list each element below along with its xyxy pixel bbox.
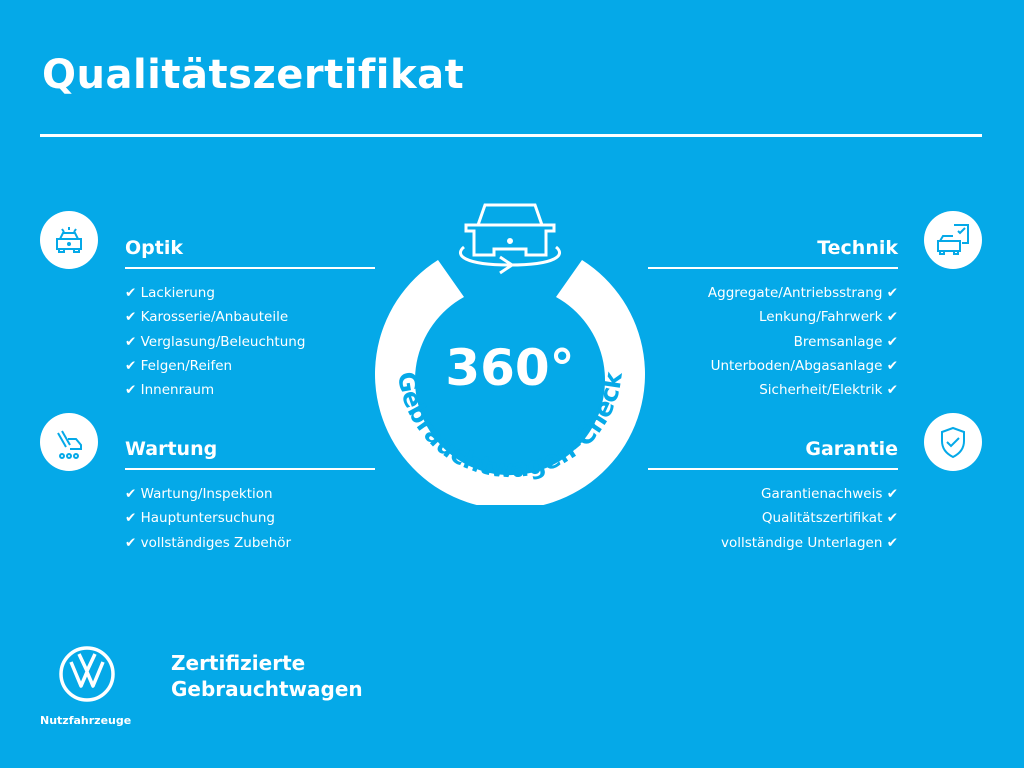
section-technik: Technik Aggregate/Antriebsstrang ✔ Lenkun… bbox=[648, 237, 898, 406]
item-label: Innenraum bbox=[140, 382, 215, 399]
item-label: Wartung/Inspektion bbox=[140, 486, 273, 502]
divider bbox=[125, 468, 375, 470]
section-title: Garantie bbox=[805, 438, 898, 460]
divider bbox=[648, 468, 898, 470]
item-label: Verglasung/Beleuchtung bbox=[140, 333, 306, 350]
checklist-item: Lenkung/Fahrwerk ✔ bbox=[648, 309, 898, 333]
car-lights-icon bbox=[40, 211, 98, 269]
check-icon: ✔ bbox=[125, 333, 137, 350]
car-service-icon bbox=[40, 413, 98, 471]
item-label: Garantienachweis bbox=[760, 486, 883, 502]
section-title: Optik bbox=[125, 237, 183, 259]
check-icon: ✔ bbox=[125, 285, 137, 301]
checklist-item: ✔ vollständiges Zubehör bbox=[125, 535, 375, 559]
checklist-item: Aggregate/Antriebsstrang ✔ bbox=[648, 285, 898, 309]
check-icon: ✔ bbox=[886, 357, 898, 374]
divider bbox=[125, 267, 375, 269]
item-label: Lenkung/Fahrwerk bbox=[758, 309, 883, 326]
divider bbox=[40, 134, 982, 137]
section-wartung: Wartung ✔ Wartung/Inspektion ✔ Hauptunter… bbox=[125, 438, 375, 559]
checklist-item: ✔ Hauptuntersuchung bbox=[125, 510, 375, 534]
divider bbox=[648, 267, 898, 269]
item-label: Hauptuntersuchung bbox=[140, 510, 275, 527]
check-icon: ✔ bbox=[886, 333, 898, 350]
check-icon: ✔ bbox=[125, 357, 137, 374]
vw-logo bbox=[59, 646, 115, 702]
brand-text: Zertifizierte Gebrauchtwagen bbox=[171, 650, 363, 702]
checklist-item: Qualitätszertifikat ✔ bbox=[648, 510, 898, 534]
check-icon: ✔ bbox=[125, 309, 137, 326]
badge-number: 360° bbox=[445, 339, 574, 397]
item-label: Qualitätszertifikat bbox=[761, 510, 883, 527]
section-title: Wartung bbox=[125, 438, 218, 460]
item-label: Felgen/Reifen bbox=[140, 357, 233, 374]
check-icon: ✔ bbox=[125, 510, 137, 527]
checklist-item: ✔ Wartung/Inspektion bbox=[125, 486, 375, 510]
checklist-item: ✔ Innenraum bbox=[125, 382, 375, 406]
item-label: Bremsanlage bbox=[793, 333, 883, 350]
checklist-item: Garantienachweis ✔ bbox=[648, 486, 898, 510]
section-title: Technik bbox=[817, 237, 898, 259]
car-checklist-icon bbox=[924, 211, 982, 269]
item-label: vollständiges Zubehör bbox=[140, 534, 292, 551]
checklist-item: Unterboden/Abgasanlage ✔ bbox=[648, 358, 898, 382]
item-label: Lackierung bbox=[140, 285, 215, 301]
checklist-item: vollständige Unterlagen ✔ bbox=[648, 535, 898, 559]
checklist-item: ✔ Karosserie/Anbauteile bbox=[125, 309, 375, 333]
brand-line: Gebrauchtwagen bbox=[171, 677, 363, 701]
check-icon: ✔ bbox=[125, 534, 137, 551]
section-optik: Optik ✔ Lackierung ✔ Karosserie/Anbauteil… bbox=[125, 237, 375, 406]
check-icon: ✔ bbox=[886, 285, 898, 301]
checklist-item: Bremsanlage ✔ bbox=[648, 334, 898, 358]
check-icon: ✔ bbox=[886, 534, 898, 551]
item-label: vollständige Unterlagen bbox=[720, 534, 883, 551]
check-icon: ✔ bbox=[886, 382, 898, 399]
page-title: Qualitätszertifikat bbox=[42, 52, 465, 98]
checklist-item: ✔ Lackierung bbox=[125, 285, 375, 309]
item-label: Unterboden/Abgasanlage bbox=[710, 357, 883, 374]
checklist-item: ✔ Felgen/Reifen bbox=[125, 358, 375, 382]
shield-check-icon bbox=[924, 413, 982, 471]
brand-subtitle: Nutzfahrzeuge bbox=[40, 714, 132, 727]
check-icon: ✔ bbox=[886, 510, 898, 527]
item-label: Sicherheit/Elektrik bbox=[759, 382, 883, 399]
check-icon: ✔ bbox=[886, 486, 898, 502]
rotating-car-icon bbox=[459, 203, 561, 275]
360-check-badge: 360° Gebrauchtwagen-Check bbox=[375, 203, 645, 505]
brand-line: Zertifizierte bbox=[171, 651, 306, 675]
item-label: Karosserie/Anbauteile bbox=[140, 309, 289, 326]
item-label: Aggregate/Antriebsstrang bbox=[707, 285, 883, 301]
section-garantie: Garantie Garantienachweis ✔ Qualitätszert… bbox=[648, 438, 898, 559]
checklist-item: ✔ Verglasung/Beleuchtung bbox=[125, 334, 375, 358]
checklist-item: Sicherheit/Elektrik ✔ bbox=[648, 382, 898, 406]
check-icon: ✔ bbox=[125, 486, 137, 502]
check-icon: ✔ bbox=[886, 309, 898, 326]
check-icon: ✔ bbox=[125, 382, 137, 399]
